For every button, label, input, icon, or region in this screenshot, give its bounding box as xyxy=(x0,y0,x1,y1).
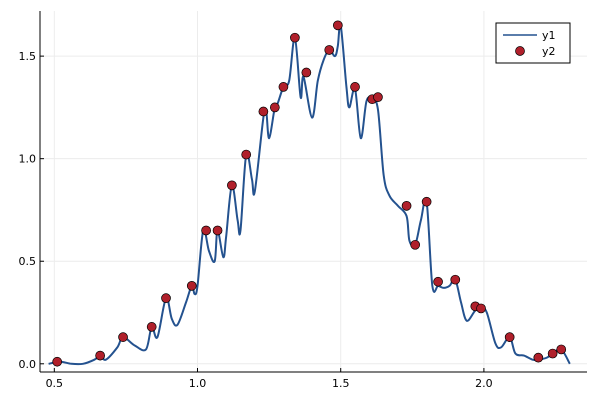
x-tick-label: 0.5 xyxy=(46,377,64,390)
y2-point xyxy=(504,332,515,342)
series-y2 xyxy=(52,20,567,367)
y2-point xyxy=(146,322,157,332)
legend-box xyxy=(495,22,571,64)
x-tick-label: 2.0 xyxy=(475,377,493,390)
y2-point xyxy=(421,196,432,207)
y2-point xyxy=(410,239,421,250)
y2-point xyxy=(401,201,412,211)
y2-point xyxy=(547,348,558,359)
y2-point xyxy=(301,67,312,78)
y-tick-label: 0.0 xyxy=(19,358,37,371)
y2-point xyxy=(324,45,335,55)
legend: y1 y2 xyxy=(495,22,571,64)
legend-label-y1: y1 xyxy=(542,29,556,42)
grid xyxy=(40,11,587,372)
y2-point xyxy=(186,281,197,291)
y-tick-label: 1.0 xyxy=(19,153,37,166)
y2-point xyxy=(227,180,237,191)
y1-line xyxy=(48,23,571,366)
y2-point xyxy=(52,356,63,367)
axes xyxy=(39,11,587,373)
y2-point xyxy=(118,332,128,342)
y-tick-label: 0.5 xyxy=(19,255,37,268)
tick-labels: 0.5 1.0 1.5 2.0 0.0 0.5 1.0 1.5 xyxy=(19,50,493,390)
y2-point xyxy=(212,225,223,236)
series-y1 xyxy=(48,23,571,366)
y2-point xyxy=(373,92,383,102)
legend-label-y2: y2 xyxy=(542,45,556,58)
y-tick-label: 1.5 xyxy=(19,50,37,63)
legend-point-swatch xyxy=(515,46,525,56)
y2-point xyxy=(533,352,544,363)
y2-point xyxy=(332,20,343,31)
y2-point xyxy=(201,225,211,236)
y2-point xyxy=(161,293,171,304)
y2-point xyxy=(450,274,461,285)
y2-point xyxy=(278,82,289,92)
x-tick-label: 1.5 xyxy=(332,377,350,390)
y2-point xyxy=(241,149,252,160)
y2-point xyxy=(290,32,300,43)
y2-point xyxy=(95,350,105,361)
y2-point xyxy=(476,303,486,314)
y2-point xyxy=(350,82,360,92)
y2-point xyxy=(556,344,567,355)
y2-point xyxy=(269,102,280,113)
x-tick-label: 1.0 xyxy=(189,377,207,390)
y2-point xyxy=(433,276,443,287)
y2-point xyxy=(258,106,269,117)
